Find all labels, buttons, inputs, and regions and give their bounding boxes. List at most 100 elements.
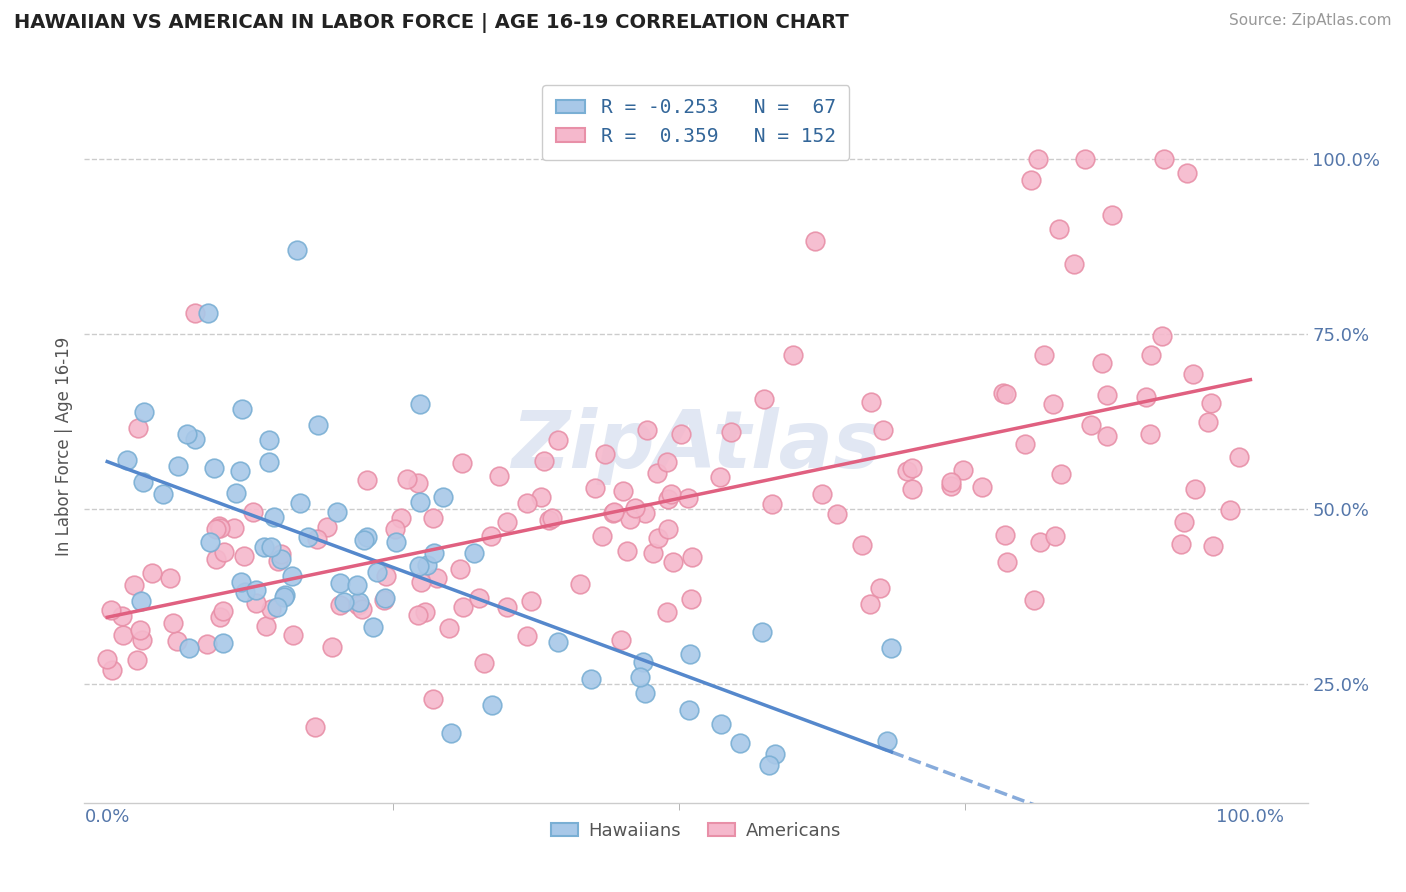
Point xyxy=(472,656,495,670)
Point xyxy=(167,459,190,474)
Point xyxy=(547,635,569,649)
Point xyxy=(127,420,149,434)
Point xyxy=(125,653,148,667)
Point xyxy=(1033,348,1056,362)
Point xyxy=(159,571,181,585)
Point xyxy=(315,520,337,534)
Point xyxy=(426,571,449,585)
Point xyxy=(1091,356,1114,370)
Point xyxy=(422,691,444,706)
Point xyxy=(141,566,163,580)
Point xyxy=(129,593,152,607)
Point xyxy=(669,427,692,442)
Point xyxy=(304,720,326,734)
Point xyxy=(941,475,963,490)
Point xyxy=(413,605,436,619)
Point xyxy=(1227,450,1250,465)
Point xyxy=(1095,429,1118,443)
Point xyxy=(214,545,236,559)
Point xyxy=(516,629,538,643)
Point xyxy=(131,475,153,490)
Point xyxy=(709,470,731,484)
Point xyxy=(751,624,773,639)
Point xyxy=(479,529,502,543)
Point xyxy=(225,486,247,500)
Point xyxy=(253,540,276,554)
Point xyxy=(356,530,378,544)
Text: Source: ZipAtlas.com: Source: ZipAtlas.com xyxy=(1229,13,1392,29)
Point xyxy=(329,598,352,612)
Point xyxy=(245,582,267,597)
Point xyxy=(533,453,555,467)
Point xyxy=(270,552,292,566)
Point xyxy=(681,549,703,564)
Point xyxy=(449,562,471,576)
Point xyxy=(270,547,292,561)
Point xyxy=(406,476,429,491)
Point xyxy=(616,544,638,558)
Point xyxy=(179,640,201,655)
Point xyxy=(1198,415,1220,429)
Point xyxy=(530,490,553,504)
Point xyxy=(1219,502,1241,516)
Point xyxy=(481,698,503,712)
Point xyxy=(416,558,439,572)
Point xyxy=(162,616,184,631)
Point xyxy=(347,595,370,609)
Point xyxy=(129,623,152,637)
Point xyxy=(409,574,432,589)
Point xyxy=(657,522,679,536)
Point xyxy=(389,511,412,525)
Point xyxy=(205,552,228,566)
Point xyxy=(195,636,218,650)
Point xyxy=(645,466,668,480)
Point xyxy=(208,518,231,533)
Point xyxy=(132,405,155,419)
Point xyxy=(183,306,205,320)
Point xyxy=(679,647,702,661)
Point xyxy=(100,603,122,617)
Point xyxy=(880,641,903,656)
Point xyxy=(603,505,626,519)
Point xyxy=(297,530,319,544)
Point xyxy=(260,601,283,615)
Point xyxy=(972,480,994,494)
Point xyxy=(657,491,679,506)
Point xyxy=(643,546,665,560)
Point xyxy=(547,434,569,448)
Point xyxy=(350,602,373,616)
Point xyxy=(463,546,485,560)
Point xyxy=(229,464,252,478)
Point xyxy=(1153,152,1175,166)
Point xyxy=(859,597,882,611)
Point xyxy=(519,594,541,608)
Point xyxy=(205,522,228,536)
Point xyxy=(440,726,463,740)
Point xyxy=(451,599,474,614)
Point xyxy=(212,604,235,618)
Point xyxy=(385,534,408,549)
Point xyxy=(422,511,444,525)
Point xyxy=(876,734,898,748)
Point xyxy=(307,417,329,432)
Point xyxy=(254,619,277,633)
Point xyxy=(581,672,603,686)
Point xyxy=(1202,539,1225,553)
Point xyxy=(952,463,974,477)
Point xyxy=(591,529,613,543)
Point xyxy=(1021,173,1043,187)
Point xyxy=(290,496,312,510)
Point xyxy=(811,487,834,501)
Point xyxy=(263,509,285,524)
Point xyxy=(1181,367,1204,381)
Point xyxy=(346,578,368,592)
Point xyxy=(761,497,783,511)
Point xyxy=(541,511,564,525)
Point xyxy=(1063,257,1085,271)
Point xyxy=(176,426,198,441)
Legend: Hawaiians, Americans: Hawaiians, Americans xyxy=(543,815,849,847)
Point xyxy=(991,386,1014,401)
Point xyxy=(655,606,678,620)
Point xyxy=(273,590,295,604)
Point xyxy=(537,513,560,527)
